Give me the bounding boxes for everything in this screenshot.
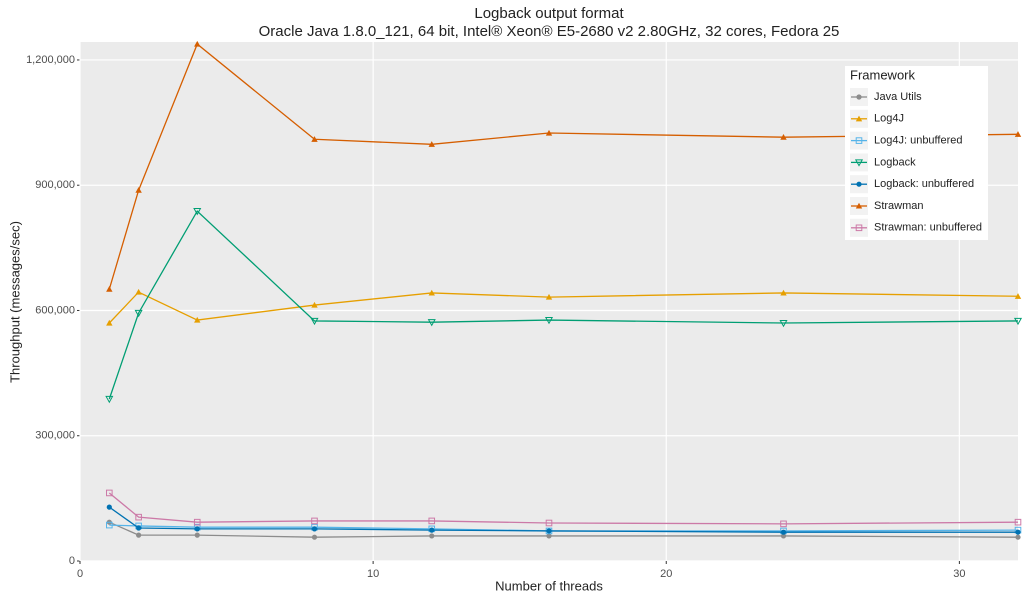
point — [194, 40, 201, 47]
y-tick-label: 600,000 — [35, 304, 75, 316]
series-line — [108, 43, 1019, 290]
point — [193, 518, 201, 526]
point — [1014, 293, 1022, 299]
series-line — [109, 524, 1019, 532]
legend-title: Framework — [850, 67, 916, 82]
x-tick-label: 0 — [77, 568, 83, 580]
point — [1015, 534, 1021, 540]
y-axis-label: Throughput (messages/sec) — [7, 221, 22, 383]
x-tick-label: 30 — [953, 568, 965, 580]
legend-marker — [855, 202, 863, 209]
point — [134, 309, 143, 318]
point — [1014, 518, 1022, 526]
point — [311, 517, 318, 525]
legend-label: Java Utils — [874, 91, 922, 103]
point — [136, 525, 142, 531]
x-tick-label: 20 — [660, 568, 672, 580]
y-tick-label: 1,200,000 — [26, 54, 75, 66]
point — [135, 288, 142, 295]
x-axis-label: Number of threads — [495, 578, 603, 593]
point — [136, 532, 142, 538]
point — [135, 513, 142, 521]
point — [1014, 131, 1022, 137]
point — [429, 533, 435, 539]
legend-marker — [855, 115, 863, 122]
point — [311, 136, 318, 142]
chart-title: Logback output format — [474, 5, 624, 22]
point — [544, 317, 554, 325]
legend-label: Log4J: unbuffered — [874, 135, 962, 147]
point — [546, 533, 552, 539]
point — [779, 319, 788, 328]
x-tick-label: 10 — [367, 568, 379, 580]
point — [193, 208, 202, 216]
point — [780, 133, 787, 140]
point — [106, 489, 113, 497]
legend-marker — [854, 159, 864, 167]
series-line — [108, 492, 1019, 525]
point — [545, 129, 553, 136]
point — [428, 141, 435, 147]
legend: Framework Java Utils Log4J Log4J: unbuffere… — [845, 66, 988, 240]
point — [780, 289, 787, 296]
point — [545, 519, 553, 527]
point — [428, 517, 436, 525]
legend-label: Logback — [874, 156, 916, 168]
legend-marker — [855, 224, 863, 232]
point — [780, 529, 787, 535]
legend-label: Strawman — [874, 200, 924, 212]
legend-marker — [856, 94, 862, 100]
point — [780, 520, 787, 528]
point — [1015, 529, 1021, 535]
point — [194, 316, 201, 323]
plot-area — [105, 40, 1023, 540]
chart-subtitle: Oracle Java 1.8.0_121, 64 bit, Intel® Xe… — [259, 23, 840, 40]
point — [106, 504, 112, 510]
point — [428, 289, 435, 296]
point — [135, 187, 142, 193]
point — [194, 532, 200, 538]
point — [105, 395, 114, 404]
point — [427, 319, 436, 327]
point — [545, 293, 553, 300]
legend-label: Logback: unbuffered — [874, 178, 974, 190]
y-tick-label: 900,000 — [35, 179, 75, 191]
point — [106, 285, 113, 292]
legend-label: Log4J — [874, 113, 904, 125]
point — [546, 528, 552, 534]
point — [106, 319, 113, 326]
series-line — [108, 210, 1019, 400]
point — [311, 534, 318, 540]
point — [429, 527, 435, 533]
point — [310, 317, 319, 326]
series-line — [108, 506, 1018, 533]
point — [1013, 317, 1023, 326]
point — [106, 521, 113, 529]
series-line — [109, 521, 1019, 538]
y-tick-label: 300,000 — [35, 430, 75, 442]
point — [311, 301, 318, 308]
legend-label: Strawman: unbuffered — [874, 222, 982, 234]
point — [311, 526, 318, 532]
point — [194, 526, 200, 532]
point — [780, 533, 787, 539]
legend-marker — [855, 137, 863, 144]
legend-marker — [856, 181, 862, 187]
legend-box — [845, 66, 988, 240]
y-tick-label: 0 — [69, 555, 75, 567]
